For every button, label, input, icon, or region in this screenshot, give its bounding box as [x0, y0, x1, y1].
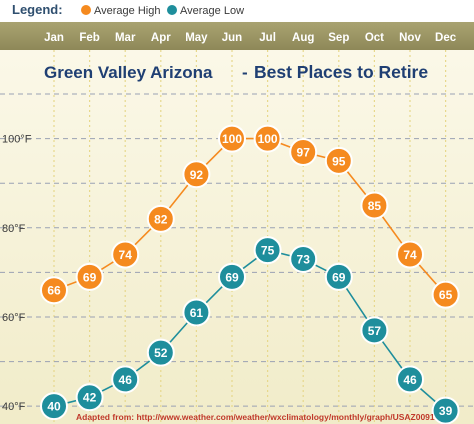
- y-tick-label: 100°F: [2, 134, 32, 146]
- data-label-high: 69: [83, 270, 97, 284]
- data-label-high: 85: [368, 199, 382, 213]
- data-point-high: [324, 146, 353, 175]
- data-point-high: [289, 137, 318, 166]
- data-label-high: 97: [297, 145, 311, 159]
- data-label-high: 82: [154, 212, 168, 226]
- legend-high-label: Average High: [94, 5, 160, 17]
- y-tick-label: 80°F: [2, 223, 26, 235]
- data-point-high: [431, 280, 460, 309]
- data-label-low: 40: [47, 400, 61, 414]
- legend-low-label: Average Low: [180, 5, 244, 17]
- data-point-low: [324, 262, 353, 291]
- data-series: 66 69 74 82 92 100 100 97 95 85 74 65 40 42 46 52 61 69 75…: [40, 124, 460, 424]
- data-label-high: 74: [119, 248, 133, 262]
- data-point-low: [40, 392, 68, 421]
- month-label: Oct: [365, 32, 384, 44]
- month-label: Dec: [435, 32, 457, 44]
- data-point-high: [218, 124, 246, 153]
- data-label-high: 74: [403, 248, 417, 262]
- month-label: Feb: [79, 32, 99, 44]
- data-point-low: [218, 262, 246, 291]
- month-label: Nov: [399, 32, 421, 44]
- data-label-high: 92: [190, 168, 204, 182]
- data-point-high: [396, 240, 424, 269]
- month-label: Jul: [259, 32, 276, 44]
- data-point-high: [182, 160, 211, 189]
- data-point-low: [253, 236, 282, 265]
- y-tick-label: 60°F: [2, 312, 26, 324]
- legend-high-marker: [81, 5, 91, 15]
- data-point-high: [40, 276, 68, 305]
- data-label-high: 95: [332, 154, 346, 168]
- data-label-low: 46: [119, 373, 133, 387]
- data-label-low: 75: [261, 244, 275, 258]
- month-label: Mar: [115, 32, 136, 44]
- data-label-low: 42: [83, 391, 97, 405]
- data-label-high: 100: [258, 132, 278, 146]
- month-header-band: [0, 22, 474, 50]
- data-point-high: [111, 240, 140, 269]
- data-label-low: 39: [439, 404, 453, 418]
- data-label-low: 46: [403, 373, 417, 387]
- data-point-high: [75, 262, 104, 291]
- data-label-low: 57: [368, 324, 382, 338]
- data-label-high: 66: [47, 284, 61, 298]
- data-point-low: [289, 245, 318, 273]
- data-label-low: 73: [297, 253, 311, 267]
- month-label: Sep: [328, 32, 349, 44]
- data-point-low: [360, 316, 389, 345]
- legend-title: Legend:: [12, 2, 63, 17]
- month-label: Jun: [222, 32, 242, 44]
- source-note: Adapted from: http://www.weather.com/wea…: [76, 412, 435, 422]
- data-label-high: 65: [439, 288, 453, 302]
- data-label-low: 61: [190, 306, 204, 320]
- data-point-low: [396, 365, 424, 394]
- y-axis-labels: 100°F 80°F 60°F 40°F: [2, 134, 32, 414]
- legend-low-marker: [167, 5, 177, 15]
- data-point-low: [111, 365, 140, 394]
- month-label: Aug: [292, 32, 314, 44]
- data-label-low: 69: [225, 270, 239, 284]
- month-label: May: [185, 32, 208, 44]
- data-label-low: 52: [154, 346, 168, 360]
- data-point-high: [253, 124, 282, 153]
- month-labels: Jan Feb Mar Apr May Jun Jul Aug Sep Oct Nov Dec: [44, 32, 457, 44]
- data-label-low: 69: [332, 270, 346, 284]
- y-tick-label: 40°F: [2, 401, 26, 413]
- data-label-high: 100: [222, 132, 242, 146]
- data-point-low: [182, 298, 211, 327]
- month-label: Jan: [44, 32, 64, 44]
- data-point-high: [360, 191, 389, 220]
- title-separator: -: [242, 63, 248, 82]
- data-point-low: [75, 383, 104, 412]
- chart-subtitle: Best Places to Retire: [254, 62, 428, 82]
- data-point-high: [146, 204, 175, 233]
- data-point-low: [146, 338, 175, 367]
- month-label: Apr: [151, 32, 171, 44]
- chart-title: Green Valley Arizona: [44, 63, 213, 82]
